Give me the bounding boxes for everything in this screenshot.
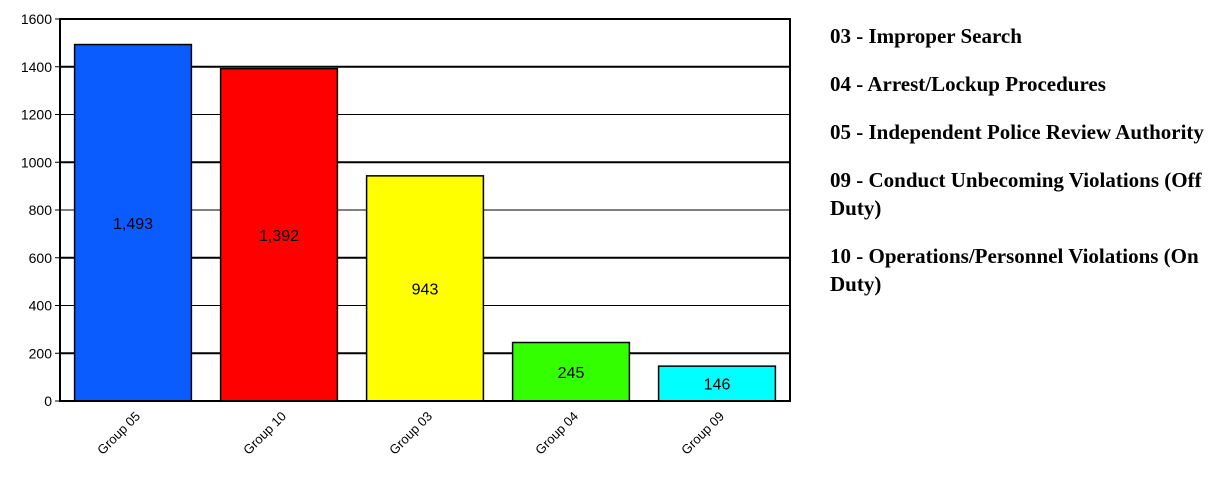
y-tick-label: 1400	[21, 59, 52, 75]
bar	[219, 67, 339, 402]
bar-value-label: 1,493	[113, 216, 153, 233]
x-category-label: Group 09	[678, 409, 727, 458]
bars: 1,493 1,392 943 245 146	[73, 43, 777, 402]
legend-item-10: 10 - Operations/Personnel Violations (On…	[830, 244, 1199, 296]
y-axis-ticks: 0 200 400 600 800 1000 1200 1400 1600	[21, 11, 60, 409]
x-category-label: Group 05	[94, 409, 143, 458]
y-tick-label: 400	[29, 298, 53, 314]
bar-value-label: 1,392	[259, 228, 299, 245]
legend-item-09: 09 - Conduct Unbecoming Violations (Off …	[830, 168, 1202, 220]
x-category-label: Group 10	[240, 409, 289, 458]
y-tick-label: 800	[29, 202, 53, 218]
y-tick-label: 1200	[21, 107, 52, 123]
y-tick-label: 1000	[21, 154, 52, 170]
bar	[365, 175, 485, 402]
y-tick-label: 200	[29, 345, 53, 361]
y-tick-label: 0	[44, 393, 52, 409]
legend: 03 - Improper Search 04 - Arrest/Lockup …	[830, 22, 1215, 318]
legend-item-05: 05 - Independent Police Review Authority	[830, 120, 1204, 144]
bar	[511, 341, 631, 402]
legend-item-04: 04 - Arrest/Lockup Procedures	[830, 72, 1106, 96]
bar	[657, 365, 777, 402]
bar-value-label: 943	[412, 281, 439, 298]
y-tick-label: 1600	[21, 11, 52, 27]
x-axis-categories: Group 05 Group 10 Group 03 Group 04 Group 09	[94, 409, 727, 458]
x-category-label: Group 03	[386, 409, 435, 458]
x-category-label: Group 04	[532, 409, 581, 458]
plot-frame	[59, 18, 791, 402]
bar-value-label: 146	[704, 377, 731, 394]
y-tick-label: 600	[29, 250, 53, 266]
legend-item-03: 03 - Improper Search	[830, 24, 1022, 48]
bar-value-label: 245	[558, 365, 585, 382]
